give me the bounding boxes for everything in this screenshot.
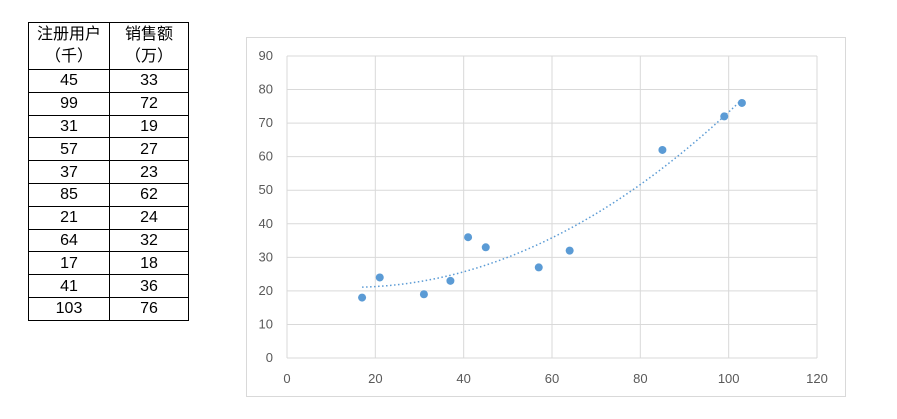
y-tick-label: 30 [259, 249, 273, 264]
header-registered-users[interactable]: 注册用户 （千） [28, 22, 110, 70]
sales-cell[interactable]: 32 [109, 228, 189, 253]
data-point [358, 293, 367, 302]
y-tick-label: 0 [266, 350, 273, 365]
sales-cell[interactable]: 23 [109, 160, 189, 184]
header-unit: （千） [44, 48, 93, 65]
users-cell[interactable]: 64 [28, 228, 110, 253]
x-tick-label: 0 [283, 371, 290, 386]
header-text: 销售额 [124, 26, 173, 43]
x-tick-label: 20 [368, 371, 382, 386]
users-cell[interactable]: 103 [28, 296, 110, 321]
scatter-chart[interactable]: 0 10 20 30 40 50 60 70 80 90 0 20 40 60 80 100 120 [246, 37, 846, 397]
users-cell[interactable]: 57 [28, 137, 110, 162]
table-row: 99 72 [28, 91, 189, 116]
data-point [375, 273, 384, 282]
data-point [481, 243, 490, 252]
x-tick-label: 40 [456, 371, 470, 386]
data-point [565, 246, 574, 255]
table-row: 17 18 [28, 251, 189, 276]
users-cell[interactable]: 17 [28, 251, 110, 276]
y-tick-label: 60 [259, 149, 273, 164]
y-tick-label: 90 [259, 48, 273, 63]
sales-cell[interactable]: 36 [109, 274, 189, 298]
table-row: 31 19 [28, 114, 189, 139]
table-row: 37 23 [28, 160, 189, 184]
sales-cell[interactable]: 27 [109, 137, 189, 162]
table-row: 41 36 [28, 274, 189, 298]
y-tick-label: 20 [259, 283, 273, 298]
sales-cell[interactable]: 33 [109, 69, 189, 93]
data-point [419, 290, 428, 299]
y-tick-label: 50 [259, 182, 273, 197]
data-point [737, 98, 746, 107]
users-cell[interactable]: 37 [28, 160, 110, 184]
sales-cell[interactable]: 62 [109, 182, 189, 207]
x-tick-label: 60 [545, 371, 559, 386]
sales-cell[interactable]: 76 [109, 296, 189, 321]
table-row: 85 62 [28, 182, 189, 207]
sales-cell[interactable]: 72 [109, 91, 189, 116]
users-cell[interactable]: 45 [28, 69, 110, 93]
x-tick-label: 100 [718, 371, 740, 386]
sales-cell[interactable]: 19 [109, 114, 189, 139]
sales-cell[interactable]: 24 [109, 205, 189, 230]
trendline [362, 98, 743, 288]
table-row: 57 27 [28, 137, 189, 162]
table-row: 21 24 [28, 205, 189, 230]
data-point [534, 263, 543, 272]
data-point [720, 112, 729, 121]
y-tick-label: 80 [259, 82, 273, 97]
chart-svg: 0 10 20 30 40 50 60 70 80 90 0 20 40 60 80 100 120 [259, 48, 828, 386]
y-tick-label: 40 [259, 216, 273, 231]
data-table: 注册用户 （千） 销售额 （万） 45 33 99 72 31 19 57 27 37 23 85 62 2… [28, 22, 189, 321]
users-cell[interactable]: 21 [28, 205, 110, 230]
table-row: 103 76 [28, 296, 189, 321]
header-sales[interactable]: 销售额 （万） [109, 22, 189, 70]
users-cell[interactable]: 31 [28, 114, 110, 139]
data-point [446, 276, 455, 285]
table-row: 45 33 [28, 69, 189, 93]
data-point [658, 145, 667, 154]
x-tick-label: 80 [633, 371, 647, 386]
x-tick-label: 120 [806, 371, 828, 386]
table-row: 64 32 [28, 228, 189, 253]
y-tick-label: 10 [259, 316, 273, 331]
header-unit: （万） [124, 48, 173, 65]
y-tick-label: 70 [259, 115, 273, 130]
sales-cell[interactable]: 18 [109, 251, 189, 276]
users-cell[interactable]: 99 [28, 91, 110, 116]
data-point [464, 233, 473, 242]
users-cell[interactable]: 85 [28, 182, 110, 207]
header-text: 注册用户 [36, 26, 101, 43]
users-cell[interactable]: 41 [28, 274, 110, 298]
